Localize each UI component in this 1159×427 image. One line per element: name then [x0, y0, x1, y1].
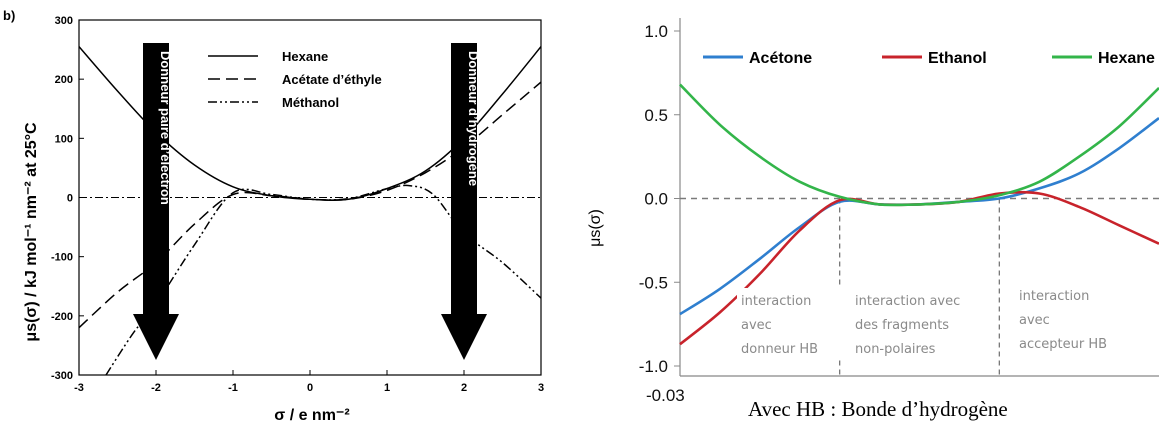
left-y-tick-label: 200	[55, 74, 73, 86]
left-y-tick-label: -100	[51, 252, 73, 264]
arrow-label: Donneur d’hydrogène	[466, 51, 481, 186]
arrow-label: Donneur paire d’électron	[158, 51, 173, 205]
down-arrow	[441, 43, 487, 360]
left-x-tick-label: 1	[384, 382, 390, 394]
region-label-bg	[737, 288, 859, 360]
left-x-tick-label: 3	[538, 382, 544, 394]
right-x-start-label: -0.03	[646, 386, 685, 405]
region-label-bg	[1015, 288, 1137, 360]
right-series-group	[679, 83, 1159, 346]
right-y-tick-label: 1.0	[644, 22, 668, 41]
left-x-tick-label: 2	[461, 382, 467, 394]
right-legend-label: Hexane	[1098, 50, 1155, 67]
region-label: interaction avec	[855, 294, 960, 309]
left-chart: b) -3 -2 -1 0 1 2 3 -300 -200 -100 0 100 200 300 Donn…	[3, 8, 544, 424]
right-y-tick-label: -1.0	[639, 357, 668, 376]
panel-label: b)	[3, 8, 15, 23]
left-y-tick-label: 100	[55, 133, 73, 145]
right-legend: Acétone Ethanol Hexane	[703, 50, 1155, 67]
footnote: Avec HB : Bonde d’hydrogène	[748, 397, 1008, 421]
right-chart: -1.0 -0.5 0.0 0.5 1.0 Acétone Ethanol Hexane i…	[587, 18, 1159, 421]
right-region-labels: interaction avec donneur HB interaction ave…	[737, 288, 1137, 360]
left-arrows: Donneur paire d’électron Donneur d’hydrog…	[133, 43, 487, 360]
left-xlabel: σ / e nm⁻²	[274, 407, 349, 424]
left-x-tick-label: -1	[228, 382, 238, 394]
region-label-bg	[851, 288, 989, 360]
left-x-tick-label: 0	[307, 382, 313, 394]
right-legend-label: Ethanol	[928, 50, 987, 67]
right-y-tick-label: 0.5	[644, 106, 668, 125]
left-y-tick-label: 0	[67, 193, 73, 205]
left-x-tick-label: -3	[74, 382, 84, 394]
right-legend-label: Acétone	[749, 50, 812, 67]
right-ylabel: μs(σ)	[587, 209, 604, 247]
left-legend: Hexane Acétate d’éthyle Méthanol	[208, 49, 382, 110]
region-label: des fragments	[855, 318, 949, 333]
right-series-line	[679, 83, 1159, 207]
right-series-line	[679, 117, 1159, 316]
right-axis-ticks: -1.0 -0.5 0.0 0.5 1.0	[639, 22, 1159, 376]
down-arrow	[133, 43, 179, 360]
region-label: avec	[741, 318, 772, 333]
region-label: interaction	[741, 294, 811, 309]
region-label: donneur HB	[741, 342, 818, 357]
left-legend-label: Acétate d’éthyle	[282, 72, 382, 87]
left-y-tick-label: -200	[51, 311, 73, 323]
region-label: non-polaires	[855, 342, 936, 357]
left-ylabel: μs(σ) / kJ mol⁻¹ nm⁻² at 25°C	[23, 122, 40, 342]
region-label: interaction	[1019, 289, 1089, 304]
right-y-tick-label: 0.0	[644, 190, 668, 209]
left-x-tick-label: -2	[151, 382, 161, 394]
left-legend-label: Méthanol	[282, 95, 339, 110]
left-y-tick-label: 300	[55, 15, 73, 27]
left-y-tick-label: -300	[51, 370, 73, 382]
right-y-tick-label: -0.5	[639, 273, 668, 292]
region-label: avec	[1019, 313, 1050, 328]
region-label: accepteur HB	[1019, 337, 1107, 352]
left-legend-label: Hexane	[282, 49, 328, 64]
